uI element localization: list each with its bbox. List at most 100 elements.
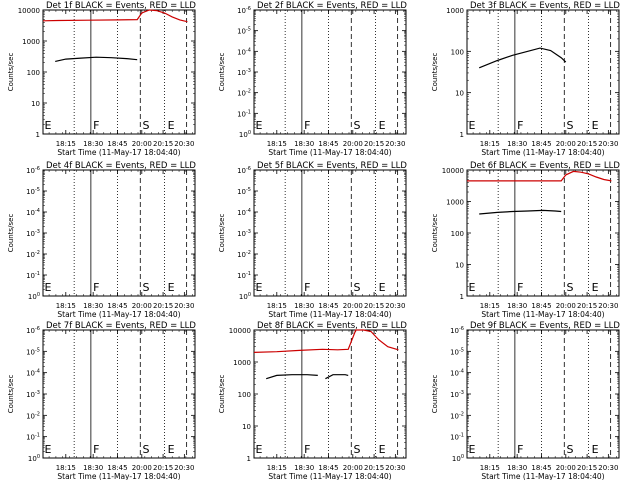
y-tick-label: 10 xyxy=(455,90,464,98)
x-tick-label: 20:00 xyxy=(343,464,363,472)
y-tick-label: 100 xyxy=(451,48,464,56)
y-tick-label: 10-4 xyxy=(237,208,251,217)
x-tick-label: 18:45 xyxy=(318,140,338,148)
x-tick-label: 18:15 xyxy=(56,464,76,472)
x-tick-label: 20:00 xyxy=(556,140,576,148)
y-axis-label: Counts/sec xyxy=(218,375,226,414)
x-axis-label: Start Time (11-May-17 18:04:40) xyxy=(268,310,391,319)
events-series-line xyxy=(478,47,567,69)
x-tick-label: 20:15 xyxy=(153,302,173,310)
detector-panel: Det 4f BLACK = Events, RED = LLD Counts/s… xyxy=(7,161,196,319)
x-tick-label: 18:45 xyxy=(531,464,551,472)
y-tick-label: 10-1 xyxy=(450,433,464,442)
event-marker-label: S xyxy=(354,443,361,456)
x-tick-label: 18:30 xyxy=(83,464,103,472)
x-tick-label: 20:30 xyxy=(598,464,618,472)
x-tick-label: 18:30 xyxy=(507,464,527,472)
panel-title: Det 2f BLACK = Events, RED = LLD xyxy=(257,1,407,11)
event-marker-label: S xyxy=(354,281,361,294)
y-tick-label: 10000 xyxy=(229,327,251,335)
x-tick-label: 20:00 xyxy=(343,140,363,148)
event-marker-label: F xyxy=(93,119,99,132)
panel-title: Det 6f BLACK = Events, RED = LLD xyxy=(470,161,620,171)
x-tick-label: 18:45 xyxy=(107,464,127,472)
y-tick-label: 1 xyxy=(247,455,251,463)
x-tick-label: 20:00 xyxy=(132,302,152,310)
y-tick-label: 10-2 xyxy=(26,411,40,420)
x-tick-label: 18:45 xyxy=(531,140,551,148)
y-tick-label: 10-4 xyxy=(237,47,251,56)
x-tick-label: 20:30 xyxy=(174,140,194,148)
x-tick-label: 18:15 xyxy=(56,302,76,310)
y-tick-label: 10-5 xyxy=(237,27,251,36)
x-axis-label: Start Time (11-May-17 18:04:40) xyxy=(57,148,180,157)
x-tick-label: 18:45 xyxy=(107,302,127,310)
y-tick-label: 10-6 xyxy=(237,166,251,175)
x-tick-label: 20:30 xyxy=(385,302,405,310)
panel-title: Det 7f BLACK = Events, RED = LLD xyxy=(46,321,196,331)
event-marker-label: S xyxy=(354,119,361,132)
y-axis-label: Counts/sec xyxy=(431,375,439,414)
detector-panel: Det 3f BLACK = Events, RED = LLD Counts/s… xyxy=(431,1,620,157)
event-marker-label: F xyxy=(304,119,310,132)
y-tick-label: 1000 xyxy=(446,199,464,207)
event-marker-label: E xyxy=(45,443,52,456)
x-tick-label: 18:30 xyxy=(294,302,314,310)
y-tick-label: 10-4 xyxy=(26,208,40,217)
panel-title: Det 8f BLACK = Events, RED = LLD xyxy=(257,321,407,331)
y-tick-label: 10 xyxy=(455,262,464,270)
x-tick-label: 20:15 xyxy=(364,302,384,310)
event-marker-label: F xyxy=(517,443,523,456)
y-tick-label: 1000 xyxy=(233,359,251,367)
y-tick-label: 10-1 xyxy=(237,109,251,118)
event-marker-label: E xyxy=(45,281,52,294)
y-tick-label: 1000 xyxy=(22,38,40,46)
event-marker-label: E xyxy=(469,119,476,132)
event-marker-label: E xyxy=(168,119,175,132)
event-marker-label: E xyxy=(379,443,386,456)
x-axis-label: Start Time (11-May-17 18:04:40) xyxy=(481,310,604,319)
y-tick-label: 100 xyxy=(28,454,40,463)
y-axis-label: Counts/sec xyxy=(218,53,226,92)
lld-series-line xyxy=(467,170,612,182)
x-tick-label: 20:00 xyxy=(132,140,152,148)
event-marker-label: E xyxy=(168,443,175,456)
y-axis-label: Counts/sec xyxy=(7,375,15,414)
x-tick-label: 18:45 xyxy=(107,140,127,148)
events-series-line xyxy=(266,374,318,380)
event-marker-label: S xyxy=(567,281,574,294)
detector-panel: Det 7f BLACK = Events, RED = LLD Counts/s… xyxy=(7,321,196,480)
event-marker-label: F xyxy=(93,281,99,294)
y-axis-label: Counts/sec xyxy=(431,214,439,253)
y-tick-label: 10-1 xyxy=(26,271,40,280)
x-tick-label: 20:15 xyxy=(153,140,173,148)
y-axis-label: Counts/sec xyxy=(431,53,439,92)
event-marker-label: F xyxy=(304,281,310,294)
event-marker-label: F xyxy=(304,443,310,456)
x-tick-label: 18:15 xyxy=(267,302,287,310)
y-tick-label: 1 xyxy=(460,131,464,139)
y-tick-label: 10-6 xyxy=(26,326,40,335)
y-tick-label: 10-3 xyxy=(26,390,40,399)
panel-title: Det 3f BLACK = Events, RED = LLD xyxy=(470,1,620,11)
event-marker-label: E xyxy=(592,281,599,294)
y-tick-label: 10-5 xyxy=(237,187,251,196)
y-tick-label: 10-6 xyxy=(450,326,464,335)
y-tick-label: 100 xyxy=(27,69,40,77)
event-marker-label: E xyxy=(256,119,263,132)
y-tick-label: 10-3 xyxy=(450,390,464,399)
x-tick-label: 18:30 xyxy=(294,464,314,472)
x-axis-label: Start Time (11-May-17 18:04:40) xyxy=(268,472,391,480)
y-tick-label: 10-2 xyxy=(237,250,251,259)
x-tick-label: 20:15 xyxy=(577,302,597,310)
y-tick-label: 10-6 xyxy=(26,166,40,175)
y-tick-label: 10-5 xyxy=(450,347,464,356)
x-tick-label: 20:30 xyxy=(598,140,618,148)
x-tick-label: 18:15 xyxy=(267,140,287,148)
event-marker-label: S xyxy=(567,119,574,132)
x-tick-label: 18:45 xyxy=(531,302,551,310)
x-axis-label: Start Time (11-May-17 18:04:40) xyxy=(481,148,604,157)
detector-panel: Det 5f BLACK = Events, RED = LLD Counts/s… xyxy=(218,161,407,319)
x-tick-label: 20:30 xyxy=(174,464,194,472)
